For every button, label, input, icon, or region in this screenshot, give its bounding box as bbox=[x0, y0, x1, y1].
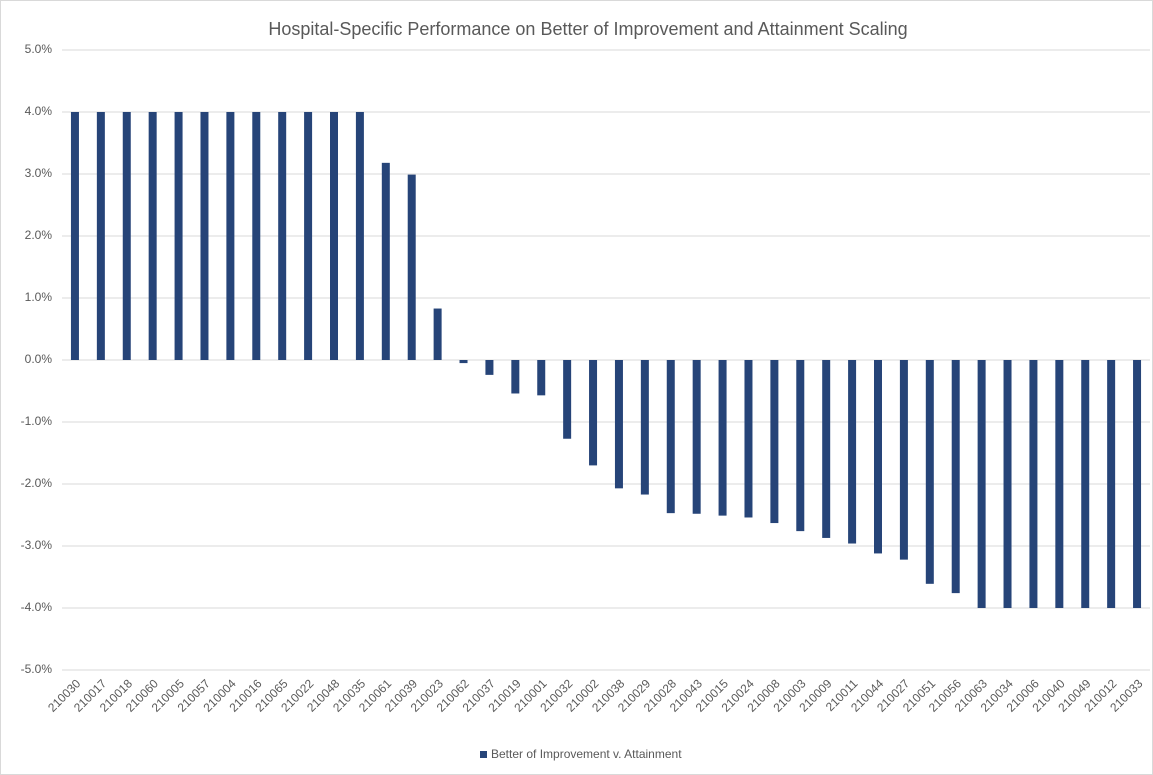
bar bbox=[1133, 360, 1142, 608]
y-tick-label: -2.0% bbox=[21, 476, 53, 490]
y-tick-label: -4.0% bbox=[21, 600, 53, 614]
bar bbox=[485, 360, 494, 375]
bar bbox=[848, 360, 857, 544]
bar bbox=[874, 360, 882, 554]
y-tick-label: 5.0% bbox=[25, 42, 53, 56]
bar bbox=[614, 360, 623, 489]
bar bbox=[563, 360, 572, 439]
bar bbox=[925, 360, 934, 584]
bar bbox=[640, 360, 649, 495]
bar bbox=[537, 360, 546, 396]
bar bbox=[511, 360, 520, 394]
bar bbox=[226, 112, 235, 360]
bar bbox=[718, 360, 727, 516]
bar bbox=[796, 360, 805, 532]
bar bbox=[744, 360, 753, 518]
legend-swatch bbox=[480, 751, 487, 758]
bar bbox=[1029, 360, 1038, 608]
bar bbox=[951, 360, 960, 594]
bar bbox=[381, 162, 390, 360]
bar bbox=[200, 112, 209, 360]
y-tick-label: -1.0% bbox=[21, 414, 53, 428]
y-tick-label: -3.0% bbox=[21, 538, 53, 552]
bar bbox=[407, 174, 416, 360]
bar bbox=[70, 112, 79, 360]
bar bbox=[174, 112, 183, 360]
legend-label: Better of Improvement v. Attainment bbox=[491, 747, 682, 761]
bar bbox=[822, 360, 831, 538]
y-tick-label: -5.0% bbox=[21, 662, 53, 676]
bar bbox=[770, 360, 779, 524]
bar bbox=[330, 112, 338, 360]
y-tick-label: 4.0% bbox=[25, 104, 53, 118]
bar bbox=[433, 308, 442, 360]
chart-title: Hospital-Specific Performance on Better … bbox=[268, 19, 907, 39]
bar bbox=[692, 360, 701, 514]
bar bbox=[459, 360, 468, 364]
bar bbox=[977, 360, 986, 608]
bar bbox=[304, 112, 313, 360]
bar bbox=[666, 360, 675, 514]
y-tick-label: 2.0% bbox=[25, 228, 53, 242]
bar bbox=[278, 112, 287, 360]
bar bbox=[899, 360, 908, 560]
bar bbox=[252, 112, 261, 360]
bar bbox=[1081, 360, 1090, 608]
bar bbox=[1055, 360, 1064, 608]
bar bbox=[1003, 360, 1012, 608]
y-tick-label: 1.0% bbox=[25, 290, 53, 304]
bar bbox=[148, 112, 157, 360]
bar bbox=[96, 112, 105, 360]
y-tick-label: 3.0% bbox=[25, 166, 53, 180]
bar bbox=[1107, 360, 1116, 608]
bar bbox=[355, 112, 364, 360]
bar bbox=[122, 112, 131, 360]
bar bbox=[589, 360, 598, 466]
y-tick-label: 0.0% bbox=[25, 352, 53, 366]
